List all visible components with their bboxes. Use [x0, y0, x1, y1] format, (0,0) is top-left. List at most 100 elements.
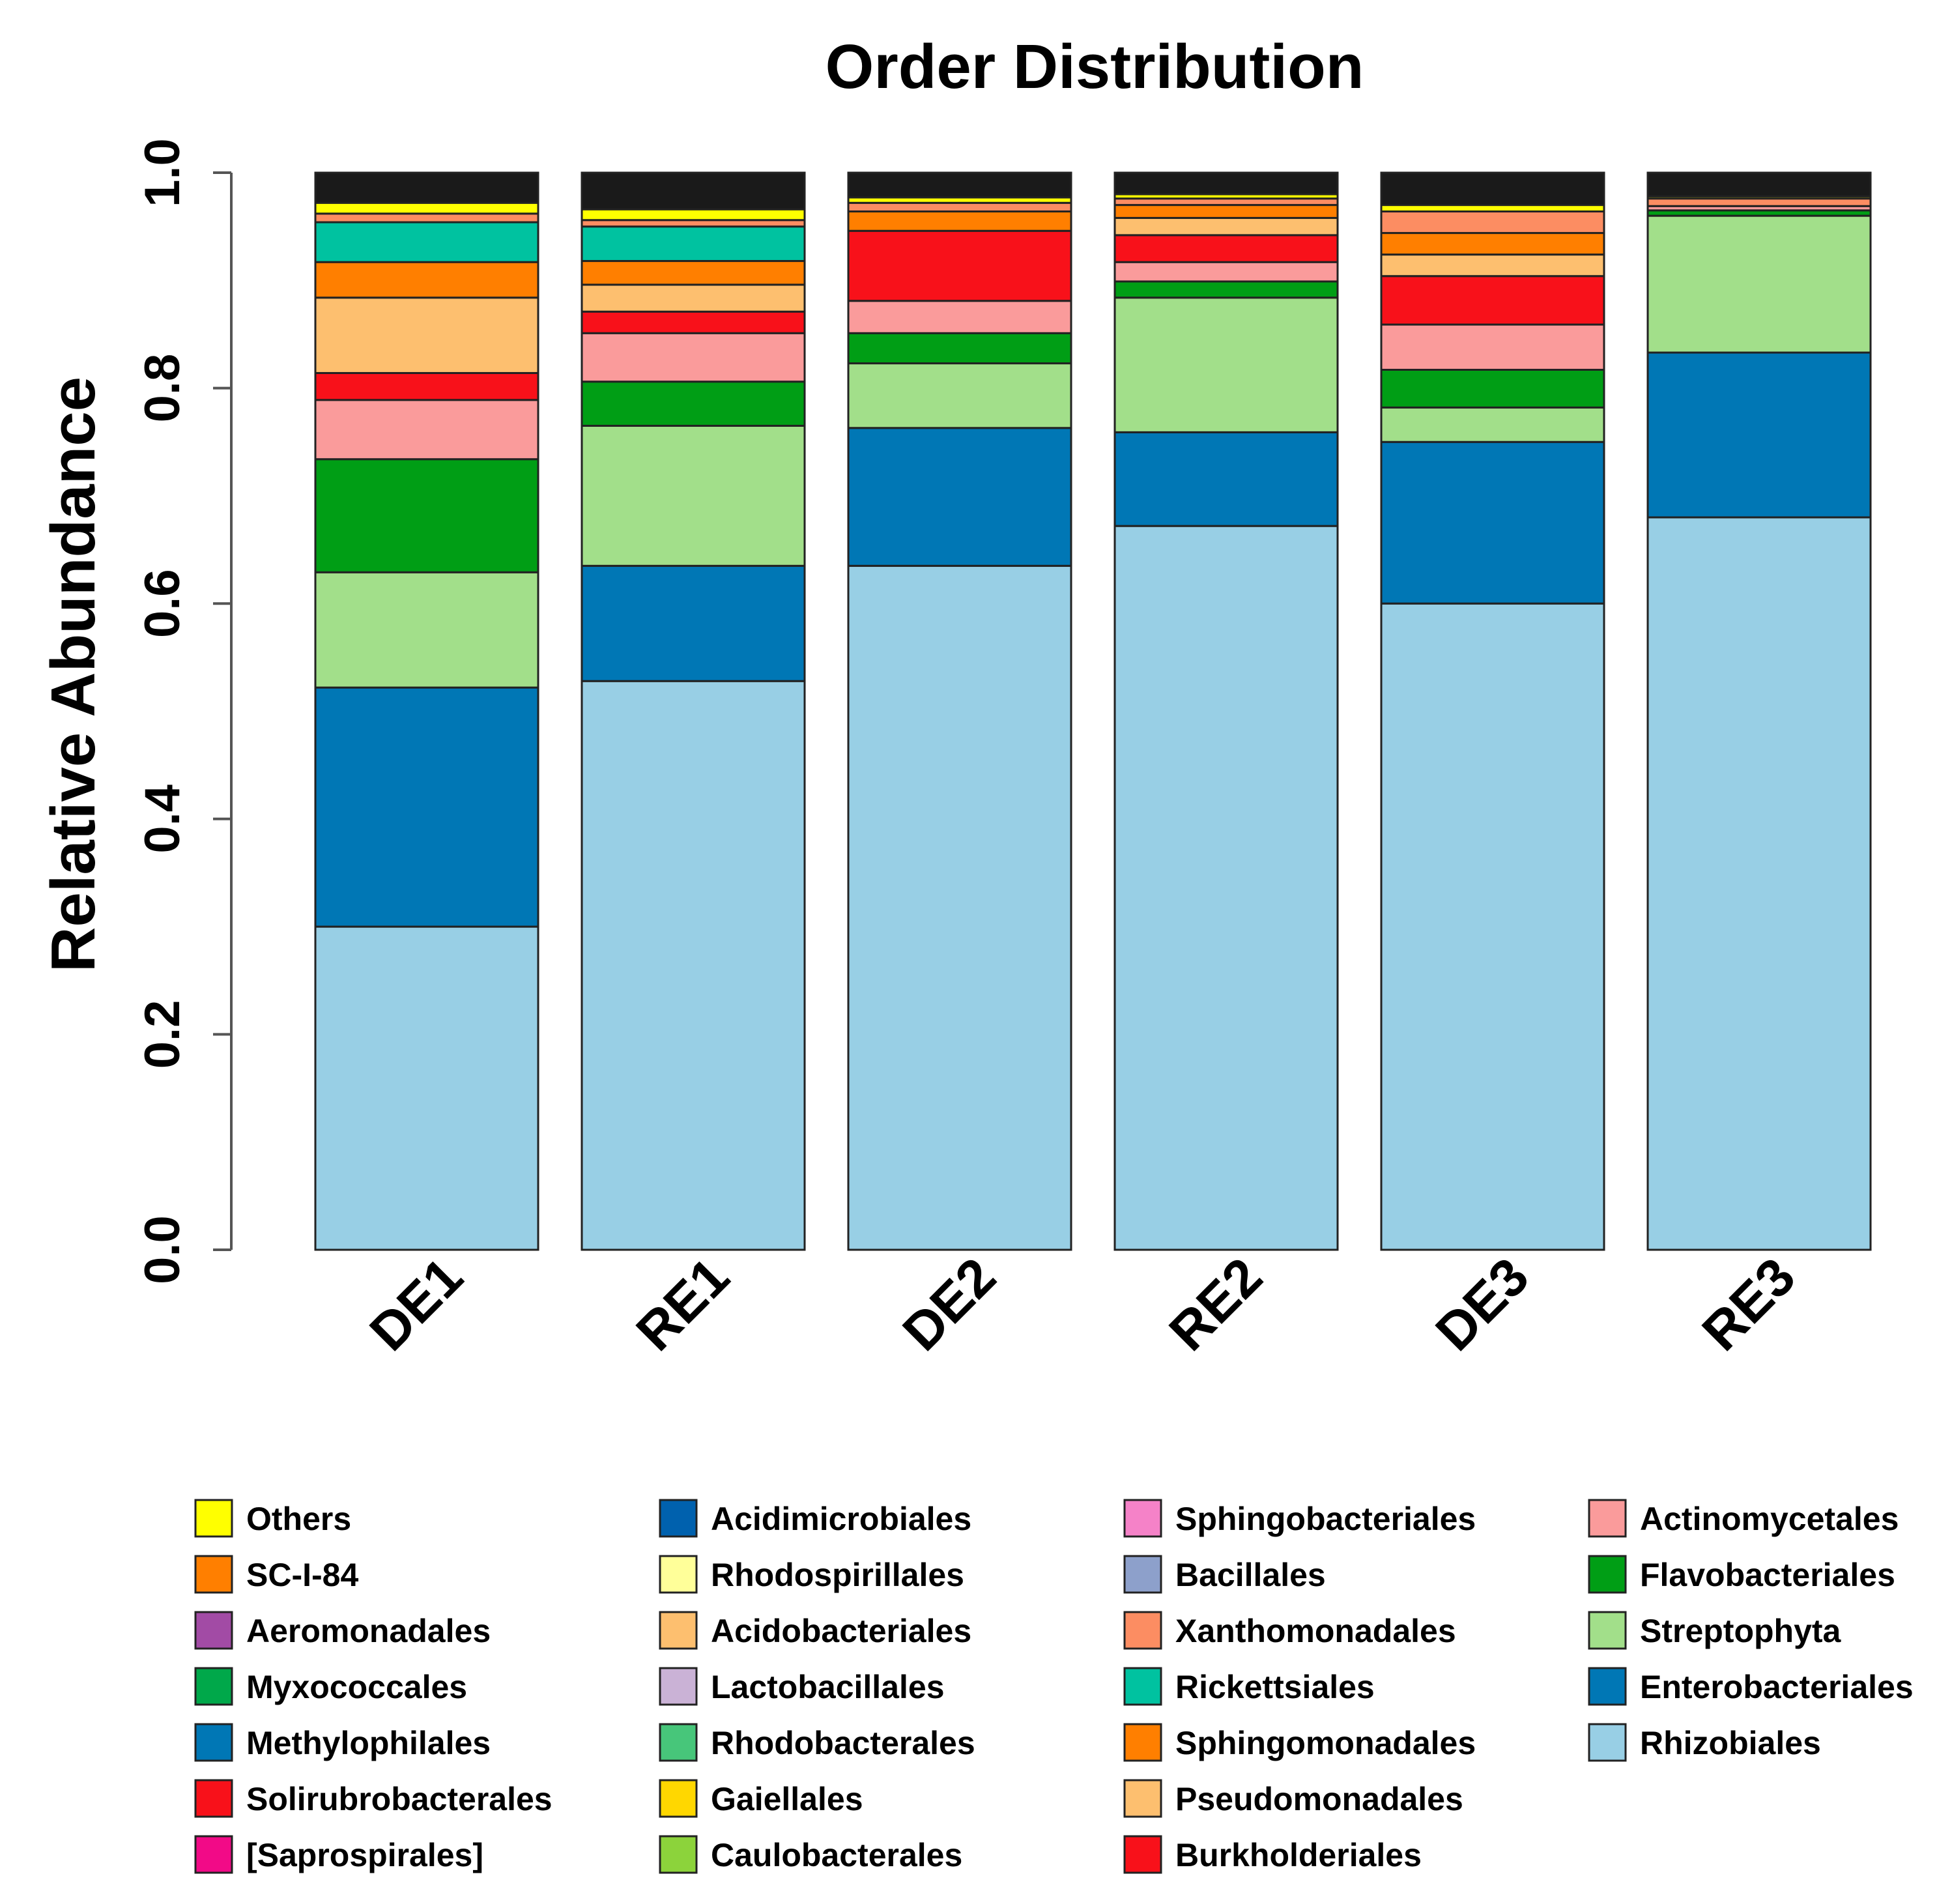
bar-segment-streptophyta — [1646, 214, 1872, 354]
legend-swatch — [659, 1611, 698, 1650]
bar-segment-streptophyta — [581, 424, 806, 567]
bar-segment-others — [581, 208, 806, 222]
bar-segment-enterobacteriales — [1380, 440, 1605, 605]
bar-re2 — [1113, 171, 1339, 1251]
legend-item: Actinomycetales — [1588, 1499, 1899, 1538]
legend-swatch — [659, 1779, 698, 1818]
bar-segment-flavobacteriales — [1113, 280, 1339, 299]
bar-segment-rhizobiales — [1380, 602, 1605, 1251]
bar-segment-enterobacteriales — [581, 564, 806, 682]
legend-swatch — [1588, 1667, 1627, 1706]
bar-segment-rhizobiales — [1113, 525, 1339, 1251]
bar-segment-flavobacteriales — [581, 381, 806, 427]
bar-segment-enterobacteriales — [847, 427, 1072, 567]
bar-segment-streptophyta — [847, 362, 1072, 429]
legend-swatch — [1123, 1835, 1162, 1874]
legend-label: Methylophilales — [246, 1725, 491, 1761]
bar-segment-rickettsiales — [314, 221, 539, 263]
legend-label: Sphingobacteriales — [1175, 1501, 1476, 1537]
legend-label: Rhizobiales — [1640, 1725, 1821, 1761]
bar-segment-sphingomonadales — [1380, 232, 1605, 256]
y-tick-label: 1.0 — [135, 138, 190, 207]
bar-segment-xanthomonadales — [1646, 197, 1872, 207]
bar-segment-enterobacteriales — [1646, 351, 1872, 519]
legend-swatch — [659, 1499, 698, 1538]
y-tick-label: 0.4 — [135, 785, 190, 854]
legend-swatch — [1588, 1555, 1627, 1594]
x-category-label: DE1 — [359, 1247, 474, 1362]
bar-segment-flavobacteriales — [314, 458, 539, 573]
legend-swatch — [194, 1779, 233, 1818]
bar-de1 — [314, 171, 539, 1251]
bar-de2 — [847, 171, 1072, 1251]
legend-item: Lactobacillales — [659, 1667, 945, 1706]
bar-segment-pseudomonadales — [314, 296, 539, 374]
legend-swatch — [1123, 1555, 1162, 1594]
legend-swatch — [659, 1555, 698, 1594]
bar-segment-actinomycetales — [581, 332, 806, 383]
legend-label: Solirubrobacterales — [246, 1781, 553, 1817]
legend-item: Streptophyta — [1588, 1611, 1842, 1650]
bar-re1 — [581, 171, 806, 1251]
bar-segment-rhizobiales — [314, 925, 539, 1251]
y-axis-label: Relative Abundance — [38, 377, 108, 972]
bar-segment-sphingomonadales — [847, 210, 1072, 232]
legend-label: Sphingomonadales — [1175, 1725, 1476, 1761]
legend-item: Enterobacteriales — [1588, 1667, 1914, 1706]
bar-segment-minor — [581, 171, 806, 210]
legend-swatch — [1588, 1499, 1627, 1538]
legend-label: Rhodospirillales — [711, 1557, 964, 1593]
legend-swatch — [194, 1835, 233, 1874]
legend-label: Lactobacillales — [711, 1669, 945, 1705]
legend-swatch — [1588, 1611, 1627, 1650]
bar-segment-others — [314, 201, 539, 215]
bar-segment-pseudomonadales — [1113, 216, 1339, 237]
legend-label: Streptophyta — [1640, 1613, 1842, 1649]
legend-label: Burkholderiales — [1175, 1837, 1422, 1873]
bar-segment-minor — [1380, 171, 1605, 207]
legend-swatch — [194, 1611, 233, 1650]
legend-item: Sphingobacteriales — [1123, 1499, 1476, 1538]
bar-segment-burkholderiales — [847, 229, 1072, 302]
chart-title: Order Distribution — [825, 32, 1364, 102]
legend-item: Gaiellales — [659, 1779, 863, 1818]
bar-segment-pseudomonadales — [581, 283, 806, 313]
stacked-bars — [314, 171, 1872, 1251]
bar-segment-enterobacteriales — [1113, 431, 1339, 527]
bar-segment-streptophyta — [314, 571, 539, 689]
bar-segment-sphingomonadales — [581, 260, 806, 286]
y-tick-label: 0.8 — [135, 354, 190, 423]
x-category-label: DE3 — [1425, 1247, 1540, 1362]
legend-item: Acidobacteriales — [659, 1611, 971, 1650]
legend-swatch — [194, 1667, 233, 1706]
legend-item: Caulobacterales — [659, 1835, 962, 1874]
bar-segment-actinomycetales — [1380, 323, 1605, 371]
legend-label: [Saprospirales] — [246, 1837, 483, 1873]
legend-item: Rhodobacterales — [659, 1723, 975, 1762]
bar-segment-actinomycetales — [847, 300, 1072, 334]
bar-segment-minor — [1113, 171, 1339, 195]
x-category-label: RE1 — [625, 1247, 741, 1362]
legend-swatch — [1123, 1723, 1162, 1762]
bar-segment-flavobacteriales — [1380, 368, 1605, 409]
legend-item: Flavobacteriales — [1588, 1555, 1895, 1594]
bar-segment-burkholderiales — [314, 371, 539, 401]
legend-swatch — [194, 1555, 233, 1594]
legend-swatch — [1123, 1611, 1162, 1650]
bar-segment-rickettsiales — [581, 225, 806, 263]
x-category-label: RE2 — [1158, 1247, 1274, 1362]
legend-item: Burkholderiales — [1123, 1835, 1422, 1874]
legend-item: Rickettsiales — [1123, 1667, 1375, 1706]
legend: Others SC-I-84 Aeromonadales Myxococcales Me… — [194, 1499, 1914, 1874]
bar-segment-xanthomonadales — [847, 201, 1072, 213]
legend-label: Others — [246, 1501, 351, 1537]
x-axis-category-labels: DE1 RE1 DE2 RE2 DE3 RE3 — [359, 1247, 1807, 1362]
bar-segment-sphingomonadales — [314, 261, 539, 299]
legend-item: SC-I-84 — [194, 1555, 358, 1594]
bar-segment-pseudomonadales — [1380, 253, 1605, 278]
bar-segment-minor — [847, 171, 1072, 199]
legend-label: Enterobacteriales — [1640, 1669, 1914, 1705]
bar-segment-streptophyta — [1380, 406, 1605, 443]
legend-label: Bacillales — [1175, 1557, 1326, 1593]
